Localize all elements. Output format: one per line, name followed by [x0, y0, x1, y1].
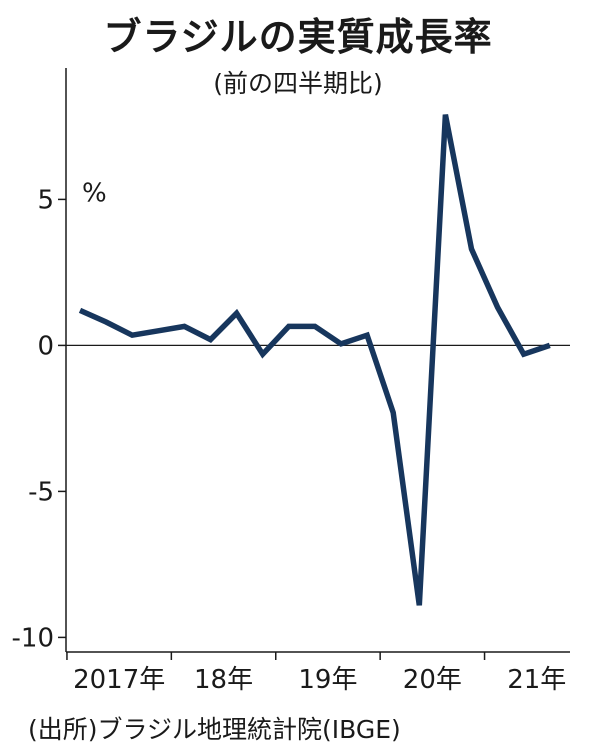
y-tick-label: -5 [28, 477, 54, 507]
series-line [78, 114, 551, 606]
y-tick-label: 5 [37, 185, 54, 215]
x-tick-label: 21年 [507, 665, 566, 695]
x-tick-label: 20年 [403, 665, 462, 695]
x-tick-label: 18年 [194, 665, 253, 695]
x-tick-label: 19年 [298, 665, 357, 695]
chart-subtitle: (前の四半期比) [213, 69, 383, 98]
source-note: (出所)ブラジル地理統計院(IBGE) [28, 715, 401, 744]
chart-title: ブラジルの実質成長率 [103, 15, 493, 59]
y-tick-label: 0 [37, 331, 54, 361]
y-tick-label: -10 [12, 623, 54, 653]
x-tick-label: 2017年 [73, 665, 165, 695]
unit-label: % [82, 178, 107, 208]
